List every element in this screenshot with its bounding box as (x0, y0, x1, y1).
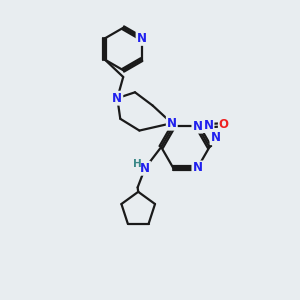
Text: N: N (136, 32, 147, 45)
Text: N: N (211, 131, 220, 144)
Text: O: O (219, 118, 229, 131)
Text: H: H (133, 159, 142, 169)
Text: N: N (140, 162, 150, 175)
Text: N: N (192, 161, 203, 175)
Text: N: N (167, 117, 177, 130)
Text: N: N (112, 92, 122, 105)
Text: N: N (192, 120, 203, 133)
Text: N: N (203, 119, 214, 132)
